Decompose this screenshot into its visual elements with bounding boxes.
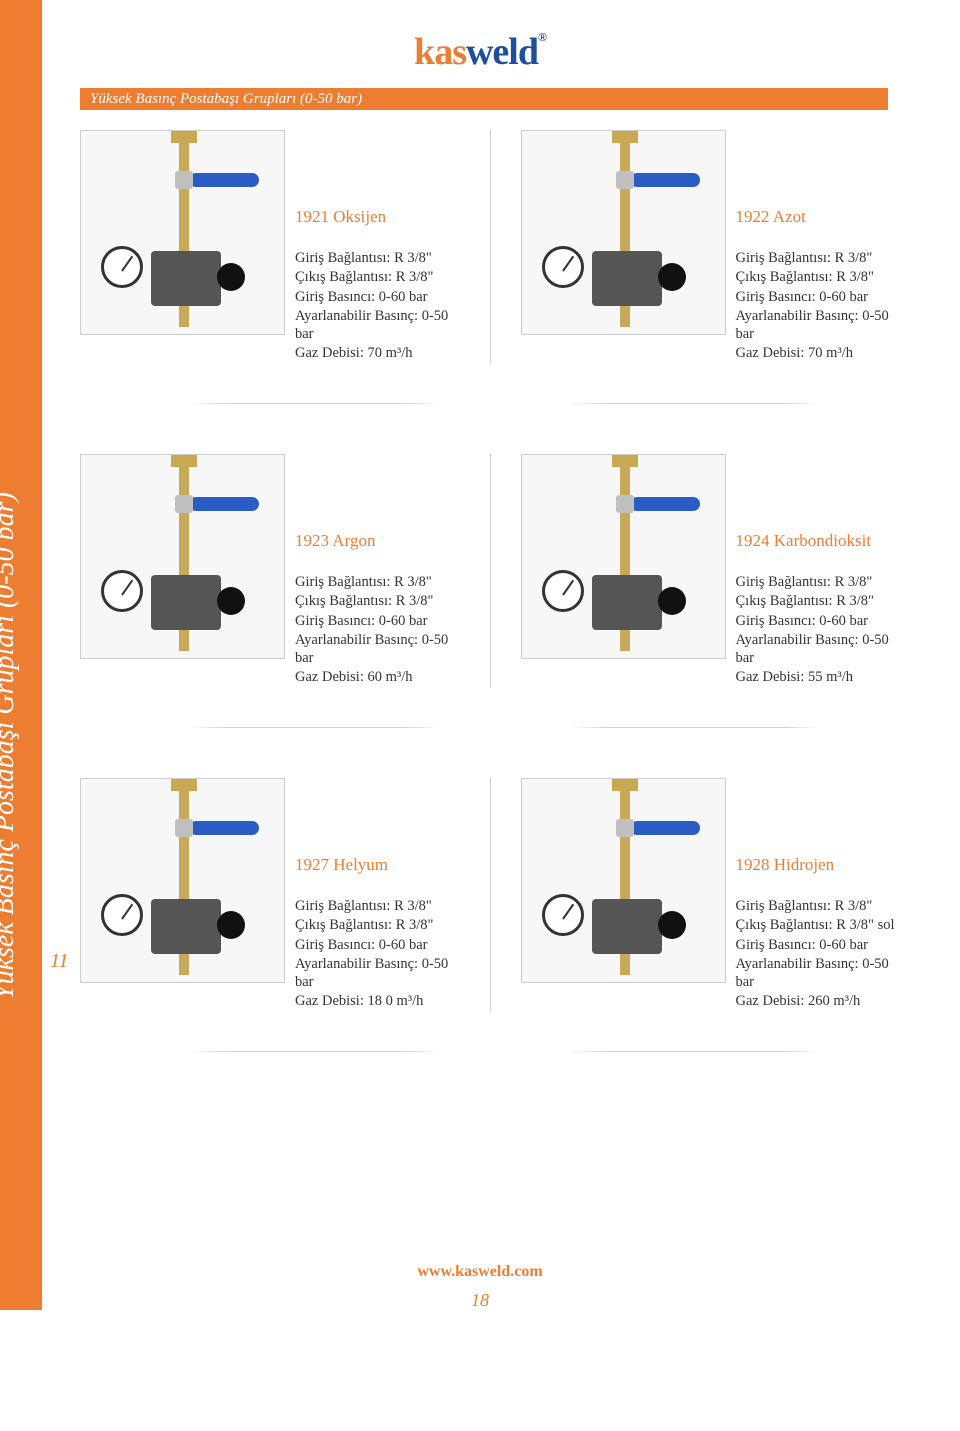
footer-url: www.kasweld.com — [417, 1263, 542, 1281]
product-info: 1928 Hidrojen Giriş Bağlantısı: R 3/8" Ç… — [736, 778, 901, 1011]
spec-line: Gaz Debisi: 55 m³/h — [736, 668, 901, 686]
spec-line: Giriş Bağlantısı: R 3/8" — [295, 249, 460, 267]
spec-line: Gaz Debisi: 60 m³/h — [295, 668, 460, 686]
separator — [570, 727, 820, 728]
product-image — [80, 130, 285, 335]
product-title: 1928 Hidrojen — [736, 854, 901, 875]
content-area: 1921 Oksijen Giriş Bağlantısı: R 3/8" Çı… — [80, 130, 900, 1102]
product-title: 1924 Karbondioksit — [736, 530, 901, 551]
product-info: 1922 Azot Giriş Bağlantısı: R 3/8" Çıkış… — [736, 130, 901, 363]
side-page-number: 11 — [50, 950, 69, 973]
spec-line: Çıkış Bağlantısı: R 3/8" — [295, 916, 460, 934]
separator — [190, 403, 440, 404]
spec-line: Çıkış Bağlantısı: R 3/8" — [736, 592, 901, 610]
spec-line: Giriş Bağlantısı: R 3/8" — [736, 573, 901, 591]
separator — [570, 403, 820, 404]
spec-line: Giriş Basıncı: 0-60 bar — [295, 288, 460, 306]
spec-line: Giriş Bağlantısı: R 3/8" — [295, 573, 460, 591]
spec-line: Giriş Basıncı: 0-60 bar — [295, 612, 460, 630]
brand-registered: ® — [538, 30, 546, 44]
product-info: 1923 Argon Giriş Bağlantısı: R 3/8" Çıkı… — [295, 454, 460, 687]
separator-row — [80, 403, 900, 404]
product-row: 1921 Oksijen Giriş Bağlantısı: R 3/8" Çı… — [80, 130, 900, 363]
product-title: 1922 Azot — [736, 206, 901, 227]
product-card: 1927 Helyum Giriş Bağlantısı: R 3/8" Çık… — [80, 778, 460, 1011]
spec-line: Ayarlanabilir Basınç: 0-50 bar — [736, 955, 901, 991]
brand-part1: kas — [414, 31, 466, 73]
spec-line: Ayarlanabilir Basınç: 0-50 bar — [295, 955, 460, 991]
brand-part2: weld — [466, 31, 538, 73]
separator — [190, 727, 440, 728]
product-card: 1924 Karbondioksit Giriş Bağlantısı: R 3… — [490, 454, 901, 687]
spec-line: Giriş Basıncı: 0-60 bar — [736, 288, 901, 306]
separator-row — [80, 727, 900, 728]
product-row: 1923 Argon Giriş Bağlantısı: R 3/8" Çıkı… — [80, 454, 900, 687]
spec-line: Gaz Debisi: 260 m³/h — [736, 992, 901, 1010]
product-image — [521, 130, 726, 335]
product-title: 1927 Helyum — [295, 854, 460, 875]
product-info: 1924 Karbondioksit Giriş Bağlantısı: R 3… — [736, 454, 901, 687]
spec-line: Ayarlanabilir Basınç: 0-50 bar — [736, 631, 901, 667]
product-image — [521, 778, 726, 983]
footer-page-number: 18 — [471, 1290, 489, 1311]
spec-line: Çıkış Bağlantısı: R 3/8" sol — [736, 916, 901, 934]
spec-line: Ayarlanabilir Basınç: 0-50 bar — [736, 307, 901, 343]
spec-line: Gaz Debisi: 70 m³/h — [736, 344, 901, 362]
spec-line: Çıkış Bağlantısı: R 3/8" — [295, 592, 460, 610]
spec-line: Çıkış Bağlantısı: R 3/8" — [295, 268, 460, 286]
brand-logo: kasweld® — [414, 30, 546, 74]
product-info: 1921 Oksijen Giriş Bağlantısı: R 3/8" Çı… — [295, 130, 460, 363]
product-card: 1922 Azot Giriş Bağlantısı: R 3/8" Çıkış… — [490, 130, 901, 363]
spec-line: Ayarlanabilir Basınç: 0-50 bar — [295, 631, 460, 667]
separator-row — [80, 1051, 900, 1052]
product-info: 1927 Helyum Giriş Bağlantısı: R 3/8" Çık… — [295, 778, 460, 1011]
spec-line: Giriş Bağlantısı: R 3/8" — [736, 897, 901, 915]
spec-line: Çıkış Bağlantısı: R 3/8" — [736, 268, 901, 286]
spec-line: Gaz Debisi: 70 m³/h — [295, 344, 460, 362]
spec-line: Giriş Basıncı: 0-60 bar — [736, 612, 901, 630]
product-title: 1923 Argon — [295, 530, 460, 551]
spec-line: Giriş Bağlantısı: R 3/8" — [736, 249, 901, 267]
product-image — [521, 454, 726, 659]
spec-line: Giriş Basıncı: 0-60 bar — [295, 936, 460, 954]
section-banner: Yüksek Basınç Postabaşı Grupları (0-50 b… — [80, 88, 888, 110]
product-card: 1928 Hidrojen Giriş Bağlantısı: R 3/8" Ç… — [490, 778, 901, 1011]
product-row: 1927 Helyum Giriş Bağlantısı: R 3/8" Çık… — [80, 778, 900, 1011]
spec-line: Gaz Debisi: 18 0 m³/h — [295, 992, 460, 1010]
sidebar-title: Yüksek Basınç Postabaşı Grupları (0-50 b… — [0, 492, 21, 1000]
product-image — [80, 454, 285, 659]
spec-line: Ayarlanabilir Basınç: 0-50 bar — [295, 307, 460, 343]
spec-line: Giriş Bağlantısı: R 3/8" — [295, 897, 460, 915]
product-card: 1923 Argon Giriş Bağlantısı: R 3/8" Çıkı… — [80, 454, 460, 687]
separator — [570, 1051, 820, 1052]
product-title: 1921 Oksijen — [295, 206, 460, 227]
product-image — [80, 778, 285, 983]
spec-line: Giriş Basıncı: 0-60 bar — [736, 936, 901, 954]
sidebar-strip: Yüksek Basınç Postabaşı Grupları (0-50 b… — [0, 0, 42, 1310]
separator — [190, 1051, 440, 1052]
product-card: 1921 Oksijen Giriş Bağlantısı: R 3/8" Çı… — [80, 130, 460, 363]
